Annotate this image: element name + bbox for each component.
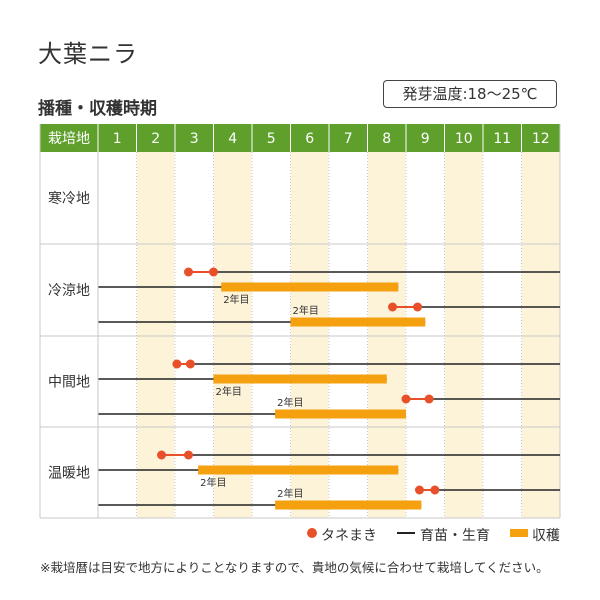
month-label: 5 [267,131,276,147]
sow-dot [424,394,434,404]
sow-dot [401,394,411,404]
region-label: 温暖地 [48,466,90,482]
month-label: 6 [305,131,314,147]
month-label: 12 [532,131,550,147]
sow-dot [388,302,398,312]
footnote: ※栽培暦は目安で地方によりことなりますので、貴地の気候に合わせて栽培してください… [40,560,549,575]
harvest-bar [275,409,406,419]
sow-dot [185,359,195,369]
sowing-harvest-subtitle: 播種・収穫時期 [38,99,157,119]
month-label: 11 [493,131,511,147]
legend-harvest-label: 収穫 [532,528,560,544]
header-bar [40,124,560,152]
region-label: 寒冷地 [48,190,90,207]
sow-dot [413,302,423,312]
header-label: 栽培地 [48,131,90,147]
month-label: 4 [228,131,237,147]
month-label: 8 [382,131,391,147]
month-stripe [521,152,560,518]
year-label: 2年目 [216,385,242,398]
page-title: 大葉ニラ [38,40,138,68]
month-label: 9 [421,131,430,147]
month-stripe [444,152,483,518]
region-label: 冷涼地 [48,283,90,299]
legend-grow-label: 育苗・生育 [420,528,490,544]
harvest-bar [213,374,387,384]
sow-dot [183,267,193,277]
month-stripe [290,152,329,518]
month-label: 7 [344,131,353,147]
month-label: 3 [190,131,199,147]
harvest-bar [290,317,426,327]
sow-dot [209,267,218,277]
sow-dot [183,450,193,460]
sow-dot [172,359,182,369]
legend-sow-marker [307,528,317,538]
sow-dot [414,485,424,495]
year-label: 2年目 [293,304,319,317]
region-label: 中間地 [48,375,90,391]
sow-dot [157,450,167,460]
month-label: 10 [455,131,473,147]
month-stripe [213,152,252,518]
year-label: 2年目 [277,396,303,409]
sow-dot [430,485,440,495]
year-label: 2年目 [200,476,226,489]
harvest-bar [275,500,422,510]
year-label: 2年目 [223,293,249,306]
legend-sow-label: タネまき [321,528,377,544]
month-label: 1 [113,131,122,147]
harvest-bar [198,465,399,475]
month-stripe [367,152,406,518]
legend-grow-marker [397,532,415,534]
germination-temperature-badge: 発芽温度:18～25℃ [383,80,557,108]
month-label: 2 [151,131,160,147]
harvest-bar [221,282,399,292]
legend-harvest-marker [510,529,528,537]
month-stripe [136,152,175,518]
year-label: 2年目 [277,487,303,500]
